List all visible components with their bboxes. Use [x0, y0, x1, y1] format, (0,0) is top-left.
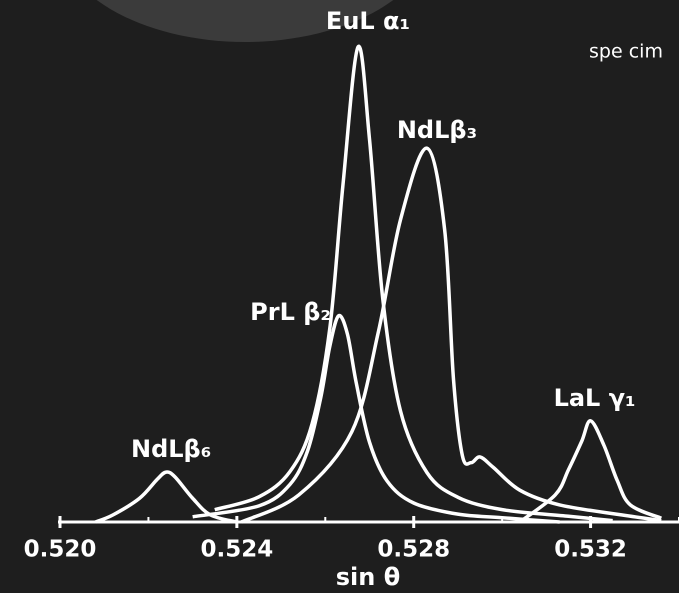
- peak-label: LaL γ₁: [554, 384, 636, 412]
- x-axis-label: sin θ: [336, 563, 400, 591]
- peak-label: NdLβ₆: [131, 435, 211, 463]
- x-tick-label: 0.528: [377, 537, 450, 563]
- x-tick-label: 0.524: [200, 537, 273, 563]
- chart: spe cim sin θ 0.520 0.524 0.528 0.532 NdLβ₆ P…: [0, 0, 679, 593]
- peak-label: EuL α₁: [326, 7, 410, 35]
- peak-label: PrL β₂: [250, 298, 331, 326]
- page: spe cim sin θ 0.520 0.524 0.528 0.532 NdLβ₆ P…: [0, 0, 679, 593]
- x-tick-label: 0.532: [554, 537, 627, 563]
- background: [0, 0, 679, 593]
- peak-label: NdLβ₃: [397, 116, 477, 144]
- x-tick-label: 0.520: [24, 537, 97, 563]
- annotation: spe cim: [589, 41, 663, 63]
